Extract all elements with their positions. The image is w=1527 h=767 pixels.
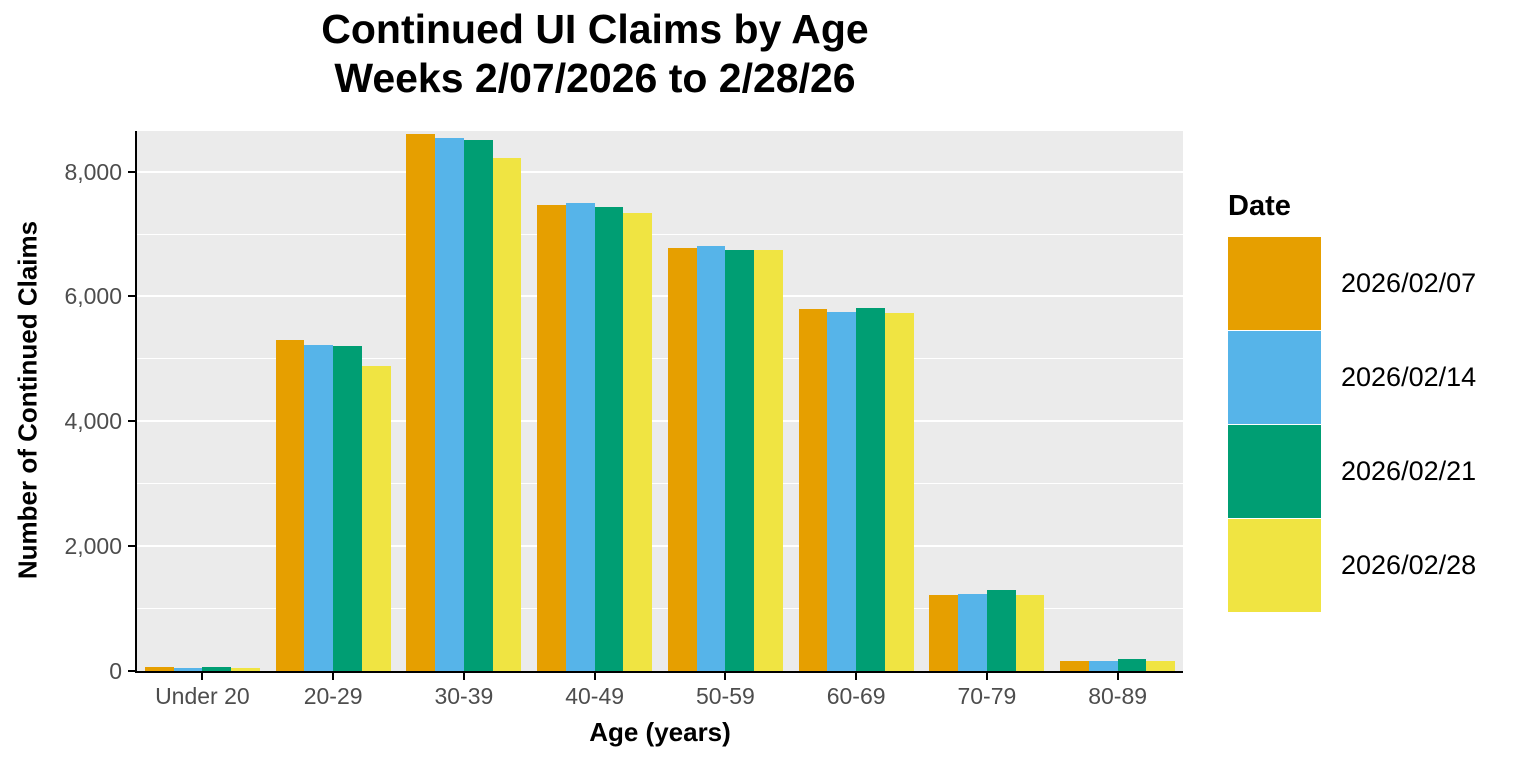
bar: [754, 249, 783, 671]
bar: [435, 137, 464, 671]
legend-item-label: 2026/02/14: [1341, 362, 1477, 392]
y-axis-line: [135, 131, 137, 673]
x-tick: [1116, 673, 1119, 680]
x-tick: [724, 673, 727, 680]
bar: [333, 345, 362, 671]
legend-key-swatch: [1228, 331, 1321, 424]
bar: [667, 247, 697, 671]
legend-keys: 2026/02/07 2026/02/14 2026/02/21 2026/02/28: [1228, 237, 1476, 612]
bar: [275, 340, 305, 671]
y-tick-label: 4,000: [64, 408, 122, 435]
legend: Date 2026/02/07 2026/02/14 2026/02/21 2026/…: [1228, 190, 1476, 613]
gridline-major: [137, 170, 1183, 173]
bar: [304, 344, 334, 671]
legend-key-swatch: [1228, 519, 1321, 612]
bar-group-60-69: [791, 131, 922, 671]
bar: [144, 666, 174, 671]
bar-group-50-59: [660, 131, 791, 671]
x-tick-label: 40-49: [565, 683, 625, 709]
legend-item-label: 2026/02/07: [1341, 268, 1477, 298]
bar: [202, 666, 232, 671]
bar: [929, 594, 959, 671]
bar: [986, 590, 1016, 671]
bar: [827, 311, 857, 671]
bar: [463, 140, 493, 671]
legend-item: 2026/02/07: [1228, 237, 1476, 330]
bar: [231, 667, 260, 671]
plot-panel: [137, 131, 1183, 671]
bar-group-20-29: [268, 131, 399, 671]
bar: [1117, 659, 1147, 671]
bar: [884, 312, 914, 671]
bar: [958, 594, 987, 671]
y-tick-label: 8,000: [64, 158, 122, 185]
y-tick-label: 0: [109, 658, 122, 684]
gridline-major: [137, 295, 1183, 298]
bar: [725, 250, 755, 671]
x-tick-label: 50-59: [695, 683, 755, 709]
chart-title-line2: Weeks 2/07/2026 to 2/28/26: [334, 55, 856, 101]
legend-title: Date: [1228, 190, 1291, 222]
legend-item-label: 2026/02/21: [1341, 456, 1477, 486]
y-tick-label: 2,000: [64, 533, 122, 560]
legend-item: 2026/02/14: [1228, 331, 1476, 424]
bar-group-70-79: [922, 131, 1053, 671]
legend-item-label: 2026/02/28: [1341, 550, 1477, 580]
bars-area: [137, 131, 1183, 671]
bar: [623, 212, 653, 671]
x-axis-title: Age (years): [589, 717, 731, 747]
x-tick-label: 80-89: [1088, 683, 1148, 709]
bar: [361, 365, 391, 671]
gridline-minor: [137, 608, 1183, 610]
bar: [565, 202, 595, 671]
bar: [856, 308, 885, 671]
bar-group-under-20: [137, 131, 268, 671]
legend-item: 2026/02/28: [1228, 519, 1476, 612]
bar: [537, 204, 566, 671]
bar: [406, 133, 436, 671]
gridline-major: [137, 420, 1183, 423]
bar: [1088, 661, 1118, 671]
x-tick: [985, 673, 988, 680]
x-tick: [332, 673, 335, 680]
gridline-minor: [137, 483, 1183, 485]
gridline-major: [137, 545, 1183, 548]
y-tick: [128, 170, 135, 173]
x-tick: [462, 673, 465, 680]
gridline-minor: [137, 358, 1183, 360]
bar: [1015, 594, 1045, 671]
legend-key-swatch: [1228, 237, 1321, 330]
bar: [798, 308, 828, 671]
bar: [1060, 661, 1089, 671]
y-tick: [128, 420, 135, 423]
x-tick: [855, 673, 858, 680]
bar-group-30-39: [399, 131, 530, 671]
chart-title-line1: Continued UI Claims by Age: [321, 6, 869, 52]
legend-item: 2026/02/21: [1228, 425, 1476, 518]
x-tick-label: 70-79: [957, 683, 1017, 709]
x-axis-line: [135, 671, 1183, 673]
bar: [696, 246, 726, 671]
bar-group-40-49: [529, 131, 660, 671]
x-tick-label: Under 20: [155, 683, 250, 709]
x-tick-label: 30-39: [434, 683, 494, 709]
bar: [173, 667, 203, 671]
y-tick: [128, 545, 135, 548]
y-tick: [128, 295, 135, 298]
bar-group-80-89: [1052, 131, 1183, 671]
gridline-minor: [137, 233, 1183, 235]
x-tick: [201, 673, 204, 680]
legend-key-swatch: [1228, 425, 1321, 518]
bar: [1146, 661, 1176, 671]
y-tick: [128, 670, 135, 672]
bar: [594, 206, 624, 671]
x-tick-label: 60-69: [826, 683, 886, 709]
chart-title: Continued UI Claims by Age Weeks 2/07/20…: [0, 5, 1190, 103]
x-tick-label: 20-29: [303, 683, 363, 709]
y-tick-label: 6,000: [64, 283, 122, 310]
bar: [492, 157, 522, 671]
y-axis-title: Number of Continued Claims: [12, 220, 43, 580]
x-tick: [593, 673, 596, 680]
